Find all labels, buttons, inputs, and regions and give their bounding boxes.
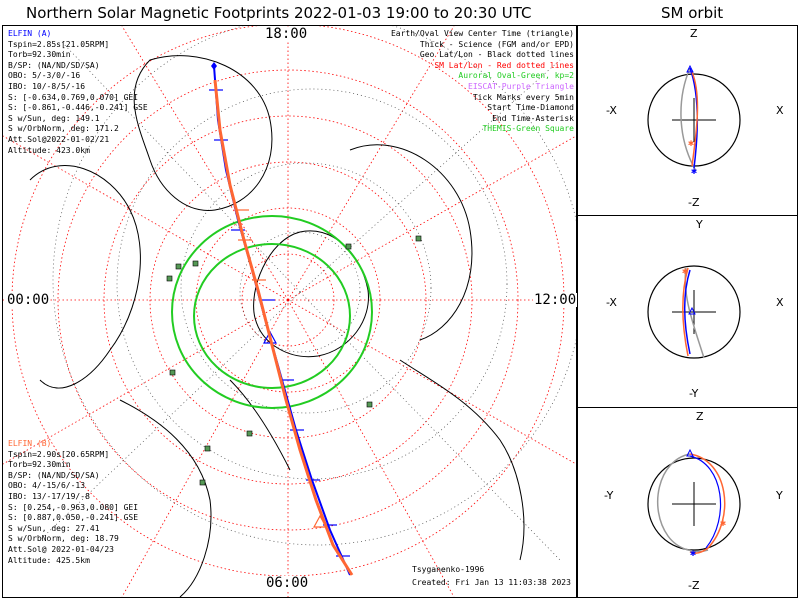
panel3-right-label: Y (776, 489, 783, 502)
panel1-top-label: Z (690, 27, 698, 40)
info-line: S: [-0.861,-0.446,-0.241] GSE (8, 103, 148, 113)
elfin-b-track (213, 79, 354, 576)
info-line: S: [-0.634,0.769,0.070] GEI (8, 92, 139, 102)
info-line: OBO: 4/-15/6/-13 (8, 481, 86, 491)
svg-text:✱: ✱ (720, 518, 726, 529)
orbit-title: SM orbit (661, 4, 724, 22)
svg-text:✱: ✱ (690, 548, 696, 559)
info-line: Tspin=2.85s[21.05RPM] (8, 39, 110, 49)
svg-text:✱: ✱ (691, 166, 697, 177)
info-line: Att.Sol@2022-01-02/21 (8, 134, 110, 144)
legend-item: Start Time-Diamond (487, 103, 574, 113)
legend-item: Auroral Oval-Green, kp=2 (458, 71, 574, 81)
orbit-frame (577, 25, 798, 598)
info-line: S w/OrbNorm, deg: 18.79 (8, 534, 119, 544)
legend-item: SM Lat/Lon - Red dotted lines (434, 60, 574, 70)
panel3-top-label: Z (696, 410, 704, 423)
info-line: B/SP: (NA/ND/SD/SA) (8, 60, 100, 70)
panel2-bottom-label: -Y (689, 387, 699, 400)
created-timestamp: Created: Fri Jan 13 11:03:38 2023 (412, 578, 571, 587)
map-legend: Earth/Oval View Center Time (triangle) T… (391, 29, 574, 135)
svg-text:✱: ✱ (682, 266, 688, 277)
info-line: IBO: 10/-8/5/-16 (8, 81, 86, 91)
info-line: OBO: 5/-3/0/-16 (8, 71, 81, 81)
elfin-a-track (209, 62, 351, 576)
svg-text:✱: ✱ (688, 138, 694, 149)
panel1-right-label: X (776, 104, 784, 117)
panel2-right-label: X (776, 296, 784, 309)
legend-item: Geo Lat/Lon - Black dotted lines (419, 50, 574, 60)
panel2-left-label: -X (606, 296, 617, 309)
mlt-06-label: 06:00 (265, 575, 310, 591)
model-name: Tsyganenko-1996 (412, 565, 485, 574)
page-title: Northern Solar Magnetic Footprints 2022-… (26, 4, 532, 22)
panel2-top-label: Y (696, 218, 703, 231)
elfin-b-info: ELFIN (B) Tspin=2.90s[20.65RPM] Torb=92.… (8, 439, 138, 566)
legend-item: End Time-Asterisk (492, 113, 574, 123)
info-line: S w/Sun, deg: 149.1 (8, 113, 100, 123)
map-frame (2, 25, 577, 598)
info-line: S w/Sun, deg: 27.41 (8, 523, 100, 533)
elfin-a-info: ELFIN (A) Tspin=2.85s[21.05RPM] Torb=92.… (8, 29, 148, 156)
panel3-left-label: -Y (604, 489, 614, 502)
elfin-a-name: ELFIN (A) (8, 29, 52, 38)
mlt-18-label: 18:00 (264, 26, 309, 42)
panel-divider (577, 215, 798, 216)
panel-divider (577, 407, 798, 408)
panel3-bottom-label: -Z (688, 579, 700, 592)
info-line: Tspin=2.90s[20.65RPM] (8, 449, 110, 459)
elfin-b-name: ELFIN (B) (8, 439, 52, 448)
info-line: Torb=92.30min (8, 460, 71, 470)
mlt-12-label: 12:00 (533, 292, 578, 308)
legend-item: EISCAT-Purple Triangle (468, 81, 574, 91)
info-line: Altitude: 423.0km (8, 145, 90, 155)
panel1-left-label: -X (606, 104, 617, 117)
info-line: S: [0.254,-0.963,0.080] GEI (8, 502, 139, 512)
panel1-bottom-label: -Z (688, 196, 700, 209)
geo-grid (39, 26, 576, 561)
sm-longitude-grid (3, 26, 576, 597)
themis-stations (166, 235, 422, 486)
info-line: S w/OrbNorm, deg: 171.2 (8, 124, 119, 134)
legend-item: Thick - Science (FGM and/or EPD) (419, 39, 574, 49)
info-line: IBO: 13/-17/19/-8 (8, 491, 90, 501)
orbit-panel-xy: ✱ (647, 265, 741, 359)
info-line: Altitude: 425.5km (8, 555, 90, 565)
legend-item: Tick Marks every 5min (472, 92, 574, 102)
polar-map (3, 26, 576, 597)
info-line: Att.Sol@ 2022-01-04/23 (8, 544, 114, 554)
elfin-b-center-triangle (312, 514, 328, 528)
info-line: S: [0.887,0.050,-0.241] GSE (8, 513, 139, 523)
elfin-a-start-diamond (211, 62, 217, 70)
legend-item: THEMIS-Green Square (482, 124, 574, 134)
mlt-00-label: 00:00 (6, 292, 51, 308)
legend-item: Earth/Oval View Center Time (triangle) (390, 29, 574, 38)
auroral-oval (171, 215, 373, 409)
info-line: Torb=92.30min (8, 50, 71, 60)
orbit-panel-xz: ✱ ✱ (647, 64, 741, 177)
info-line: B/SP: (NA/ND/SD/SA) (8, 470, 100, 480)
orbit-panel-yz: ✱ ✱ (647, 448, 741, 559)
